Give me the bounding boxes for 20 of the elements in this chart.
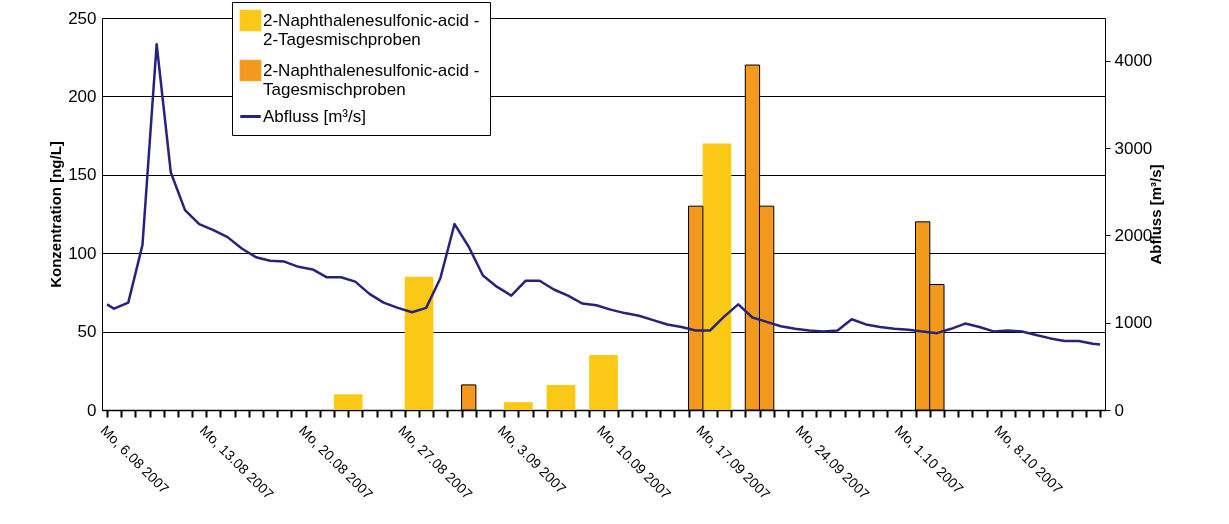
y2-tick-label: 3000: [1114, 138, 1153, 158]
y2-tick-label: 0: [1114, 400, 1124, 420]
bar: [333, 394, 363, 410]
bar: [702, 143, 732, 410]
y-tick-label: 250: [68, 8, 97, 28]
y-tick-label: 0: [87, 400, 97, 420]
y-tick-label: 200: [68, 86, 97, 106]
y-axis-title: Konzentration [ng/L]: [47, 141, 65, 288]
y2-tick-label: 4000: [1114, 51, 1153, 71]
legend-label: 2-Naphthalenesulfonic-acid - Tagesmischproben: [263, 60, 480, 99]
bar: [504, 402, 533, 410]
bar: [546, 384, 576, 410]
bar: [589, 355, 618, 410]
y-tick-label: 100: [68, 243, 97, 263]
y2-tick-label: 1000: [1114, 313, 1153, 333]
legend-label: 2-Naphthalenesulfonic-acid - 2-Tagesmischproben: [263, 10, 480, 49]
y-tick-label: 150: [68, 165, 97, 185]
bar: [404, 276, 434, 410]
legend-label: Abfluss [m³/s]: [263, 106, 366, 126]
y-tick-label: 50: [77, 322, 97, 342]
